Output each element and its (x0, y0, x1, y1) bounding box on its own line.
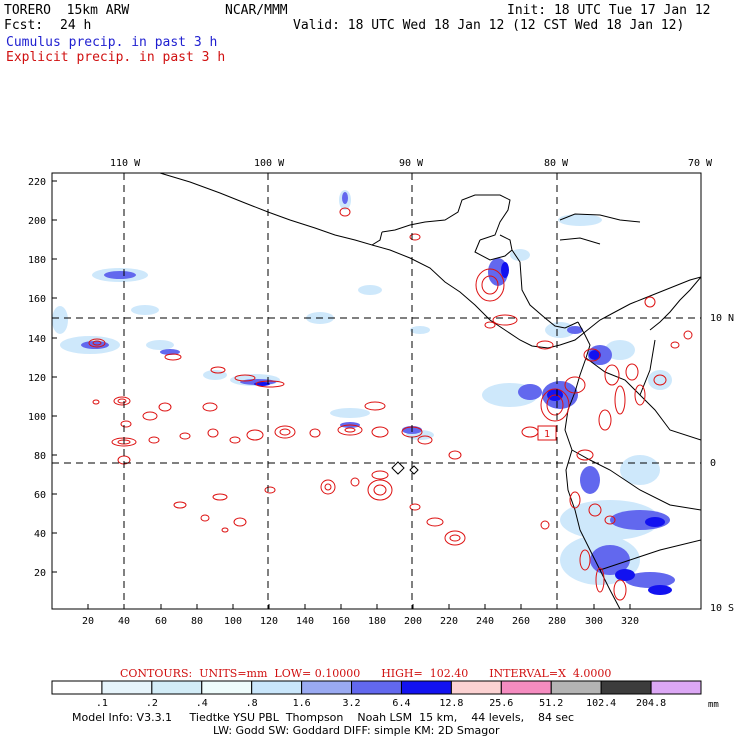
init-time: Init: 18 UTC Tue 17 Jan 12 (507, 3, 711, 18)
lon-label-70w: 70 W (688, 158, 713, 169)
colorbar-swatch (151, 680, 203, 695)
x-tick-320: 320 (621, 616, 639, 627)
model-info-line2: LW: Godd SW: Goddard DIFF: simple KM: 2D… (213, 724, 500, 737)
colorbar-label: 51.2 (539, 698, 563, 709)
lon-label-80w: 80 W (544, 158, 569, 169)
y-tick-180: 180 (28, 255, 46, 266)
org-label: NCAR/MMM (225, 3, 288, 18)
x-tick-140: 140 (296, 616, 314, 627)
y-tick-40: 40 (34, 529, 46, 540)
lat-lon-grid (52, 173, 701, 609)
colorbar-swatch (51, 680, 103, 695)
x-tick-20: 20 (82, 616, 94, 627)
cumulus-precip-label: Cumulus precip. in past 3 h (6, 35, 218, 50)
colorbar-swatch (600, 680, 652, 695)
model-info-line1: Model Info: V3.3.1 Tiedtke YSU PBL Thomp… (72, 711, 575, 724)
station-box-label: 1 (544, 429, 550, 440)
x-tick-120: 120 (260, 616, 278, 627)
lon-label-110w: 110 W (110, 158, 141, 169)
model-title: TORERO 15km ARW (4, 3, 130, 18)
colorbar-label: .2 (146, 698, 158, 709)
y-tick-60: 60 (34, 490, 46, 501)
colorbar-label: 204.8 (636, 698, 666, 709)
x-tick-200: 200 (404, 616, 422, 627)
colorbar-label: .4 (196, 698, 208, 709)
colorbar-swatch (201, 680, 253, 695)
colorbar-swatch (301, 680, 353, 695)
valid-time: Valid: 18 UTC Wed 18 Jan 12 (12 CST Wed … (293, 18, 685, 33)
colorbar-swatch (450, 680, 502, 695)
y-tick-120: 120 (28, 373, 46, 384)
x-tick-180: 180 (368, 616, 386, 627)
colorbar-label: 3.2 (343, 698, 361, 709)
fcst-value: 24 h (60, 18, 92, 33)
colorbar-label: 12.8 (439, 698, 463, 709)
contours-info: CONTOURS: UNITS=mm LOW= 0.10000 HIGH= 10… (120, 667, 612, 680)
x-tick-300: 300 (585, 616, 603, 627)
lat-label-10n: 10 N (710, 313, 734, 324)
colorbar (51, 680, 702, 695)
explicit-precip-contours (88, 207, 693, 601)
cumulus-precip-shading (52, 190, 675, 595)
explicit-precip-label: Explicit precip. in past 3 h (6, 50, 226, 65)
x-tick-60: 60 (155, 616, 167, 627)
lon-label-90w: 90 W (399, 158, 424, 169)
colorbar-swatch (251, 680, 303, 695)
y-tick-20: 20 (34, 568, 46, 579)
colorbar-label: .1 (96, 698, 108, 709)
colorbar-swatch (351, 680, 402, 695)
colorbar-label: 1.6 (293, 698, 311, 709)
lat-label-10s: 10 S (710, 603, 734, 614)
colorbar-swatch (500, 680, 552, 695)
colorbar-labels: .1 .2 .4 .8 1.6 3.2 6.4 12.8 25.6 51.2 102.4 204.8 (96, 698, 666, 709)
colorbar-label: 102.4 (586, 698, 616, 709)
y-tick-100: 100 (28, 412, 46, 423)
colorbar-label: 25.6 (489, 698, 513, 709)
colorbar-swatch (550, 680, 602, 695)
bottom-axis (87, 604, 631, 609)
x-tick-280: 280 (548, 616, 566, 627)
fcst-label: Fcst: (4, 18, 44, 33)
colorbar-label: 6.4 (392, 698, 410, 709)
y-tick-80: 80 (34, 451, 46, 462)
colorbar-swatch (400, 680, 452, 695)
colorbar-label: .8 (246, 698, 258, 709)
x-tick-260: 260 (512, 616, 530, 627)
y-tick-160: 160 (28, 294, 46, 305)
station-box (537, 425, 557, 441)
y-tick-220: 220 (28, 177, 46, 188)
lon-label-100w: 100 W (254, 158, 285, 169)
x-tick-100: 100 (224, 616, 242, 627)
y-tick-200: 200 (28, 216, 46, 227)
lat-label-0: 0 (710, 458, 716, 469)
x-tick-240: 240 (476, 616, 494, 627)
colorbar-swatch (101, 680, 153, 695)
x-tick-80: 80 (191, 616, 203, 627)
left-axis (52, 180, 57, 573)
x-tick-220: 220 (440, 616, 458, 627)
y-tick-140: 140 (28, 334, 46, 345)
colorbar-unit: mm (708, 700, 719, 710)
x-tick-160: 160 (332, 616, 350, 627)
x-tick-40: 40 (118, 616, 130, 627)
colorbar-swatch (650, 680, 702, 695)
